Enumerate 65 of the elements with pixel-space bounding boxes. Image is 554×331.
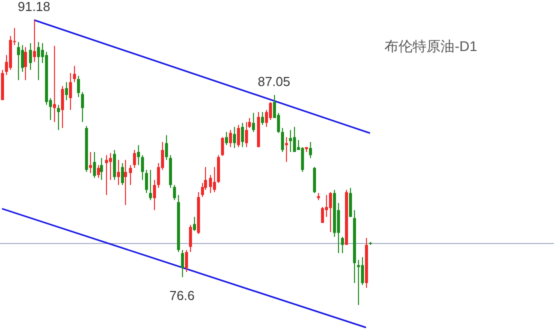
candlestick (309, 141, 312, 158)
candlestick (241, 122, 244, 148)
candlestick (113, 149, 116, 180)
candlestick (213, 166, 216, 193)
candlestick (149, 169, 152, 201)
candlestick (93, 151, 96, 178)
annotation: 76.6 (169, 288, 195, 304)
candlestick (269, 102, 272, 121)
candlestick (33, 20, 36, 62)
candlestick (145, 169, 148, 194)
candlestick (229, 130, 232, 148)
candlestick (53, 45, 56, 123)
candlestick (124, 159, 127, 206)
candlestick (137, 144, 140, 166)
candlestick (153, 179, 156, 211)
candlestick (293, 126, 296, 152)
candlestick (129, 164, 132, 186)
candlestick (301, 146, 304, 172)
candlestick (57, 104, 60, 131)
candlestick (181, 249, 184, 278)
annotation: 87.05 (258, 74, 290, 90)
candlestick (165, 134, 168, 160)
candlestick (73, 65, 76, 83)
candlestick (237, 124, 240, 148)
candlestick (105, 154, 108, 196)
candlestick (349, 187, 352, 218)
candlestick (69, 72, 72, 111)
candlestick (261, 112, 264, 126)
candlestick (341, 236, 344, 254)
candlestick (141, 154, 144, 180)
candlestick (133, 149, 136, 168)
candlestick (185, 249, 188, 272)
candlestick (233, 126, 236, 148)
candlestick (193, 216, 196, 232)
candlestick (37, 41, 40, 81)
candlestick (21, 44, 24, 72)
candlestick (245, 122, 248, 148)
candlestick (100, 157, 103, 180)
candlestick (357, 259, 360, 306)
candlestick (65, 82, 68, 101)
candlestick (252, 112, 255, 133)
text: 布伦特原油-D1 (384, 38, 478, 54)
candlestick (285, 136, 288, 162)
candlestick (24, 46, 27, 81)
candlestick (81, 92, 84, 123)
candlestick (173, 184, 176, 201)
candlestick (189, 224, 192, 252)
candlestick (221, 136, 224, 156)
candlestick (109, 152, 112, 180)
candlestick (329, 192, 332, 233)
candlestick (225, 132, 228, 146)
candlestick (281, 128, 284, 152)
candlestick (209, 174, 212, 194)
candlestick (97, 164, 100, 178)
candlestick (61, 86, 64, 129)
candlestick (89, 151, 92, 174)
candlestick (77, 75, 80, 98)
candlestick (361, 256, 364, 286)
candlestick (29, 42, 32, 70)
candlestick (17, 41, 20, 81)
annotation: 91.18 (18, 0, 50, 14)
candlestick (321, 206, 324, 224)
candlestick (117, 159, 120, 186)
candlestick (121, 162, 124, 186)
candlestick (289, 130, 292, 152)
